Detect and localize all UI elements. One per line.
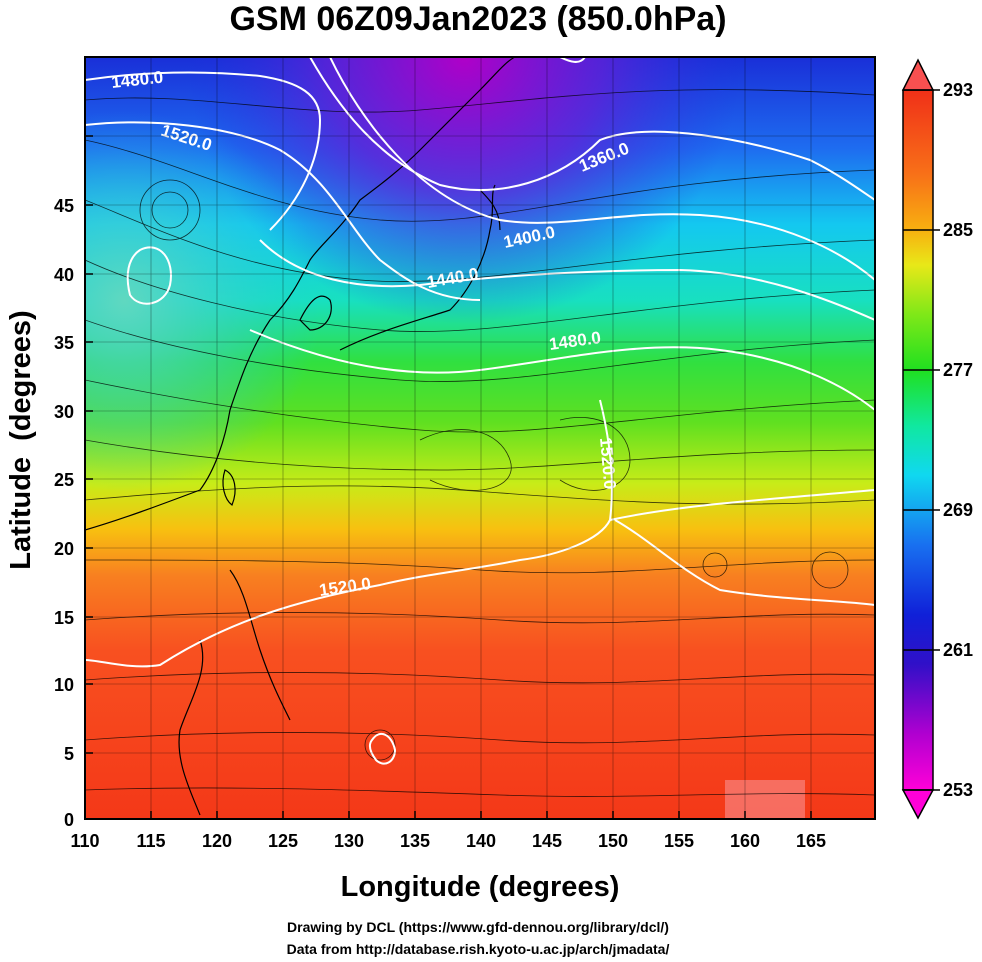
colorbar-tick-label: 277 (943, 360, 973, 380)
x-tick-label: 140 (466, 831, 496, 851)
credit-drawing: Drawing by DCL (https://www.gfd-dennou.o… (287, 919, 669, 935)
contour-label: 1520.0 (596, 437, 619, 490)
y-tick-label: 0 (64, 810, 74, 830)
y-tick-label: 20 (54, 539, 74, 559)
x-tick-label: 110 (70, 831, 99, 851)
plot-frame (84, 56, 876, 820)
y-tick-label: 5 (64, 744, 74, 764)
credit-data: Data from http://database.rish.kyoto-u.a… (287, 941, 670, 957)
y-tick-labels: 0 5 10 15 20 25 30 35 40 45 (54, 196, 74, 830)
wind-streamlines (85, 89, 875, 797)
figure-title: GSM 06Z09Jan2023 (850.0hPa) (229, 0, 726, 38)
colorbar-min-arrow (901, 789, 935, 820)
x-tick-label: 165 (796, 831, 826, 851)
colorbar-tick-label: 285 (943, 220, 973, 240)
height-contours (85, 57, 875, 765)
x-tick-label: 130 (334, 831, 364, 851)
y-axis-label: Latitude (degrees) (5, 310, 37, 569)
x-tick-label: 145 (532, 831, 562, 851)
y-tick-label: 25 (54, 470, 74, 490)
x-tick-label: 135 (400, 831, 430, 851)
colorbar-tick-label: 293 (943, 80, 973, 100)
colorbar-tick-label: 253 (943, 780, 973, 800)
y-tick-label: 30 (54, 402, 74, 422)
colorbar-tick-label: 261 (943, 640, 973, 660)
y-tick-label: 10 (54, 675, 74, 695)
colorbar: 293 285 277 269 261 253 (901, 58, 973, 820)
colorbar-tick-label: 269 (943, 500, 973, 520)
x-tick-label: 160 (730, 831, 760, 851)
x-tick-labels: 110 115 120 125 130 135 140 145 150 155 … (70, 831, 826, 851)
y-tick-label: 40 (54, 265, 74, 285)
colorbar-scale (902, 89, 934, 791)
plot-area: 1480.0 1520.0 1360.0 1400.0 1440.0 1480.… (85, 57, 875, 819)
x-axis-label: Longitude (degrees) (341, 871, 620, 903)
x-tick-label: 155 (664, 831, 694, 851)
west-warm-region (85, 57, 875, 819)
x-tick-label: 115 (136, 831, 165, 851)
axis-ticks (84, 135, 812, 820)
grid-lines (85, 57, 875, 819)
y-tick-label: 35 (54, 333, 74, 353)
x-tick-label: 120 (202, 831, 232, 851)
x-tick-label: 150 (598, 831, 628, 851)
colorbar-max-arrow (901, 58, 935, 91)
y-tick-label: 15 (54, 608, 74, 628)
x-tick-label: 125 (268, 831, 298, 851)
hatched-region (725, 780, 805, 819)
y-tick-label: 45 (54, 196, 74, 216)
